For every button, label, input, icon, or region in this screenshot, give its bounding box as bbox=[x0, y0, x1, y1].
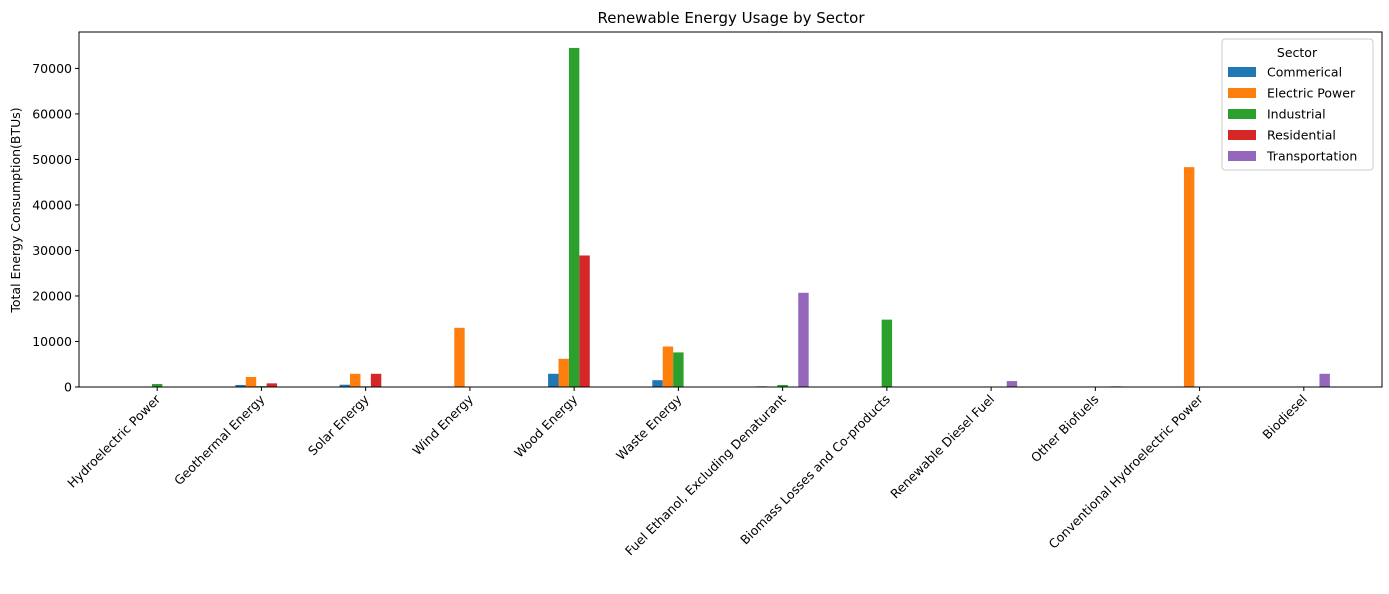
bar-electric-power bbox=[558, 358, 569, 387]
bar-transportation bbox=[1319, 373, 1330, 387]
bar-industrial bbox=[151, 384, 163, 387]
x-tick-label: Renewable Diesel Fuel bbox=[887, 392, 997, 502]
legend-label: Residential bbox=[1267, 128, 1336, 143]
bar-commerical bbox=[652, 380, 663, 387]
chart-title: Renewable Energy Usage by Sector bbox=[597, 9, 865, 27]
legend-label: Electric Power bbox=[1267, 86, 1356, 101]
bar-transportation bbox=[1006, 381, 1018, 387]
legend-label: Commerical bbox=[1267, 65, 1342, 80]
bar-electric-power bbox=[662, 346, 674, 387]
bar-residential bbox=[370, 373, 382, 387]
plot-frame bbox=[78, 31, 1383, 388]
y-tick-label: 60000 bbox=[32, 106, 72, 121]
bar-commerical bbox=[548, 373, 559, 387]
x-tick-label: Biodiesel bbox=[1259, 392, 1310, 443]
x-axis: Hydroelectric Power Geothermal Energy Sola… bbox=[64, 387, 1310, 558]
x-tick-label: Solar Energy bbox=[305, 391, 372, 458]
legend: Sector Commerical Electric Power Industria… bbox=[1221, 38, 1374, 171]
y-axis: 0 10000 20000 30000 40000 50000 60000 70000 bbox=[32, 61, 79, 395]
legend-swatch bbox=[1228, 130, 1256, 140]
legend-box bbox=[1221, 38, 1374, 171]
bar-electric-power bbox=[1183, 167, 1195, 387]
x-tick-label: Wind Energy bbox=[409, 391, 476, 458]
y-axis-label: Total Energy Consumption(BTUs) bbox=[8, 107, 23, 313]
y-tick-label: 50000 bbox=[32, 152, 72, 167]
legend-swatch bbox=[1228, 67, 1256, 77]
x-tick-label: Other Biofuels bbox=[1028, 392, 1102, 466]
y-tick-label: 40000 bbox=[32, 197, 72, 212]
bar-industrial bbox=[777, 384, 788, 387]
legend-label: Transportation bbox=[1266, 149, 1357, 164]
bar-industrial bbox=[568, 47, 580, 388]
bar-industrial bbox=[881, 319, 893, 387]
bar-electric-power bbox=[454, 327, 465, 387]
y-tick-label: 10000 bbox=[32, 334, 72, 349]
legend-swatch bbox=[1228, 88, 1256, 98]
bar-residential bbox=[579, 255, 590, 387]
bar-transportation bbox=[798, 292, 809, 387]
bar-industrial bbox=[673, 352, 684, 387]
x-tick-label: Fuel Ethanol, Excluding Denaturant bbox=[622, 391, 789, 558]
y-tick-label: 0 bbox=[64, 380, 72, 395]
bar-residential bbox=[266, 383, 278, 387]
bar-commerical bbox=[235, 384, 246, 387]
y-tick-label: 20000 bbox=[32, 288, 72, 303]
y-tick-label: 70000 bbox=[32, 61, 72, 76]
bar-electric-power bbox=[350, 373, 361, 387]
x-tick-label: Waste Energy bbox=[613, 391, 685, 463]
legend-swatch bbox=[1228, 151, 1256, 161]
x-tick-label: Wood Energy bbox=[511, 391, 580, 460]
legend-items: Commerical Electric Power Industrial Reside… bbox=[1228, 65, 1357, 164]
plot-marks bbox=[151, 47, 1330, 388]
bar-electric-power bbox=[245, 376, 257, 387]
legend-label: Industrial bbox=[1267, 107, 1326, 122]
legend-swatch bbox=[1228, 109, 1256, 119]
x-tick-label: Geothermal Energy bbox=[171, 391, 268, 488]
legend-title: Sector bbox=[1277, 45, 1318, 60]
bar-commerical bbox=[339, 384, 351, 387]
x-tick-label: Hydroelectric Power bbox=[64, 391, 164, 491]
y-tick-label: 30000 bbox=[32, 243, 72, 258]
